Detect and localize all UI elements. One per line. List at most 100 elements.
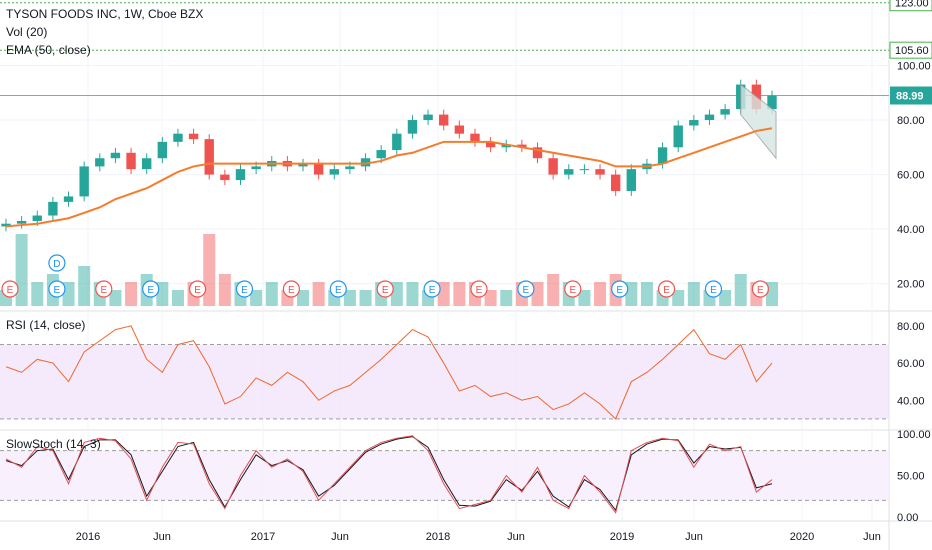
volume-bar xyxy=(578,290,591,306)
volume-bar xyxy=(359,290,372,306)
time-tick-label: 2019 xyxy=(610,531,634,543)
volume-bar xyxy=(640,282,653,306)
last-price-label: 88.99 xyxy=(896,91,924,103)
candle xyxy=(439,114,449,126)
event-markers[interactable]: E E E E E E E E E E E E E E E E E D xyxy=(1,254,769,298)
volume-label: Vol (20) xyxy=(6,25,48,39)
price-axis[interactable]: 20.00 40.00 60.00 80.00 100.00 40.00 60.00 80.0… xyxy=(889,0,932,524)
earnings-marker-text: E xyxy=(429,285,436,296)
earnings-marker xyxy=(188,280,207,298)
volume-bar xyxy=(297,290,310,306)
stoch-k-path xyxy=(5,435,773,514)
candle xyxy=(313,163,324,175)
candle xyxy=(564,169,574,175)
candle xyxy=(63,196,74,202)
volume-bar xyxy=(547,274,560,306)
legend-title: TYSON FOODS INC, 1W, Cboe BZX xyxy=(6,7,203,21)
candle xyxy=(376,150,386,159)
earnings-marker xyxy=(751,280,769,298)
candle xyxy=(610,174,621,191)
candle xyxy=(673,125,683,148)
earnings-marker-text: E xyxy=(523,285,530,296)
time-tick-label: 2016 xyxy=(76,531,100,543)
candle xyxy=(407,120,418,134)
candle xyxy=(595,169,605,175)
volume-bar xyxy=(78,266,91,306)
candle xyxy=(142,158,152,170)
candle xyxy=(298,163,308,167)
rsi-tick-label: 40.00 xyxy=(897,395,925,407)
candle xyxy=(360,158,371,167)
stoch-d-path xyxy=(5,436,773,512)
candle xyxy=(204,139,214,175)
volume-bar xyxy=(312,282,325,306)
earnings-marker xyxy=(376,280,394,298)
dividend-marker-text: D xyxy=(53,259,60,270)
legend-volume: Vol (20) xyxy=(6,25,47,39)
legend-rsi: RSI (14, close) xyxy=(6,318,85,332)
earnings-marker-text: E xyxy=(382,285,389,296)
volume-bar xyxy=(109,290,122,306)
candle xyxy=(95,158,105,167)
alert-tag xyxy=(889,41,932,59)
time-axis[interactable]: 2016 Jun 2017 Jun 2018 Jun 2019 Jun 2020 Jun xyxy=(76,531,881,543)
candle xyxy=(548,158,558,175)
volume-bar xyxy=(62,282,75,306)
time-tick-label: Jun xyxy=(685,531,703,543)
earnings-marker xyxy=(142,280,160,298)
earnings-marker xyxy=(423,280,441,298)
ema-line xyxy=(5,127,773,228)
earnings-marker xyxy=(329,280,347,298)
earnings-marker xyxy=(704,280,723,298)
indicator-bands xyxy=(0,343,889,501)
earnings-marker-text: E xyxy=(147,285,154,296)
volume-bar xyxy=(734,274,747,306)
earnings-marker xyxy=(470,280,488,298)
chart-title: TYSON FOODS INC, 1W, Cboe BZX xyxy=(6,7,204,21)
stoch-band xyxy=(0,450,889,501)
candle xyxy=(48,201,58,216)
candle xyxy=(485,141,496,148)
earnings-marker-text: E xyxy=(710,285,717,296)
candle xyxy=(579,169,590,171)
rsi-path xyxy=(5,325,773,420)
volume-bar xyxy=(343,290,356,306)
volume-bar xyxy=(31,282,44,306)
candle xyxy=(501,144,511,148)
ema-path xyxy=(5,127,773,228)
candle xyxy=(126,152,136,170)
stoch-label: SlowStoch (14, 3) xyxy=(6,437,101,451)
drawing-channel[interactable] xyxy=(740,83,777,160)
earnings-marker xyxy=(48,280,66,298)
candle xyxy=(235,169,246,181)
candle xyxy=(251,166,261,170)
time-tick-label: Jun xyxy=(863,531,881,543)
price-tick-label: 20.00 xyxy=(897,279,925,291)
volume-bar xyxy=(437,282,450,306)
price-tick-label: 100.00 xyxy=(897,60,931,72)
channel-drawing xyxy=(740,83,777,160)
time-tick-label: 2017 xyxy=(251,531,275,543)
earnings-marker-text: E xyxy=(241,285,248,296)
earnings-marker xyxy=(1,280,19,298)
candle xyxy=(220,174,230,181)
earnings-marker-text: E xyxy=(54,285,61,296)
price-candles xyxy=(1,79,777,232)
candle xyxy=(79,166,89,197)
candle xyxy=(157,141,168,159)
stoch-tick-label: 0.00 xyxy=(897,512,918,524)
earnings-marker-text: E xyxy=(476,285,483,296)
volume-bar xyxy=(156,282,169,306)
volume-bar xyxy=(766,282,778,306)
volume-bar xyxy=(171,290,184,306)
earnings-marker xyxy=(95,280,113,298)
candle xyxy=(767,95,777,110)
volume-bar xyxy=(218,274,231,306)
price-tick-label: 40.00 xyxy=(897,224,925,236)
time-tick-label: Jun xyxy=(507,531,525,543)
volume-bars xyxy=(0,234,778,306)
candle xyxy=(1,223,11,227)
earnings-marker-text: E xyxy=(663,285,670,296)
candle xyxy=(392,133,402,151)
